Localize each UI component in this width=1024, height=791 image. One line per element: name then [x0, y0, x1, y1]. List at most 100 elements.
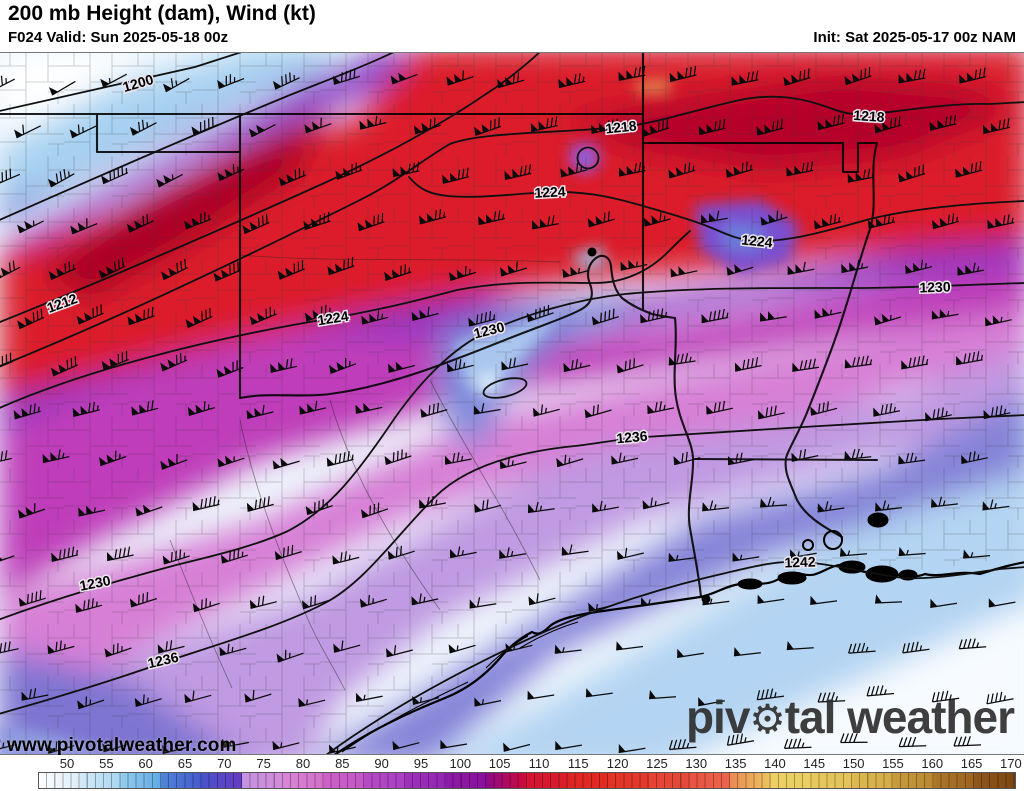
wind-barb	[244, 689, 272, 703]
colorbar: 50 55 60 65 70 75 80 85 90 95 100 105 110 115 120 125 13…	[0, 755, 1024, 791]
wind-barb	[925, 407, 952, 422]
contour-label: 1236	[616, 428, 649, 447]
wind-barb	[618, 65, 646, 81]
wind-barb	[359, 115, 387, 130]
wind-barb	[982, 499, 1010, 511]
wind-barb	[757, 594, 785, 604]
wind-barb	[783, 68, 811, 86]
wind-barb	[786, 640, 814, 651]
wind-barb	[106, 546, 134, 562]
wind-barb	[757, 405, 785, 420]
wind-barb	[99, 450, 127, 467]
colorbar-cell	[201, 773, 243, 788]
wind-barb	[611, 452, 639, 465]
wind-barb	[70, 218, 98, 235]
wind-barb	[932, 213, 960, 230]
colorbar-tick: 50	[59, 756, 75, 771]
wind-barb	[468, 311, 496, 327]
wind-barb	[184, 690, 212, 704]
wind-barb	[419, 496, 446, 509]
wind-barb	[698, 697, 725, 707]
contour-label: 1230	[919, 278, 951, 295]
wind-barb	[17, 308, 45, 330]
wind-barb	[732, 552, 760, 562]
colorbar-tick: 80	[295, 756, 311, 771]
wind-barb	[499, 547, 527, 559]
wind-barb	[731, 70, 759, 86]
wind-barb	[101, 165, 129, 185]
wind-barb	[591, 118, 619, 134]
contour-label: 1224	[741, 231, 774, 250]
wind-barb	[505, 643, 533, 653]
contour-label: 1218	[853, 107, 885, 125]
wind-barb	[562, 266, 590, 278]
wind-barb	[301, 595, 329, 610]
wind-barb	[75, 598, 103, 613]
wind-barb	[129, 592, 157, 608]
wind-barb	[384, 264, 412, 281]
wind-barb	[734, 357, 762, 372]
wind-barb	[585, 688, 613, 698]
wind-barb	[51, 546, 79, 562]
wind-barb	[160, 453, 188, 470]
wind-barb	[270, 358, 298, 373]
wind-barb	[588, 602, 616, 612]
wind-barb	[649, 689, 677, 700]
wind-barb	[618, 162, 646, 177]
wind-barb	[474, 697, 502, 707]
wind-barb	[503, 742, 531, 752]
colorbar-cell	[39, 773, 80, 788]
colorbar-cell	[79, 773, 121, 788]
wind-barb	[668, 352, 696, 366]
wind-barb	[706, 400, 734, 415]
logo-text-2: tal weather	[784, 691, 1015, 743]
wind-barb	[216, 360, 244, 378]
wind-barb	[473, 403, 501, 415]
wind-barb	[556, 454, 584, 468]
wind-barb	[526, 304, 554, 322]
colorbar-cell	[852, 773, 893, 788]
wind-barb	[668, 552, 696, 562]
colorbar-cell	[893, 773, 934, 788]
wind-barb	[304, 304, 333, 322]
wind-barb	[42, 449, 70, 464]
wind-barb	[616, 358, 644, 374]
colorbar-tick: 170	[1000, 756, 1022, 771]
wind-barb	[217, 164, 245, 182]
wind-barb	[789, 549, 817, 559]
wind-barb	[76, 304, 104, 325]
wind-barb	[185, 307, 213, 329]
wind-barb	[213, 261, 241, 282]
wind-barb	[528, 593, 556, 606]
wind-barb	[392, 740, 420, 751]
wind-barb	[411, 306, 439, 322]
wind-barb	[733, 647, 761, 657]
wind-barb	[873, 403, 901, 417]
wind-barb	[984, 315, 1012, 327]
wind-barb	[69, 124, 97, 139]
wind-barb	[958, 638, 987, 650]
wind-barb	[504, 164, 532, 181]
wind-barb	[841, 259, 869, 274]
wind-barb	[810, 401, 838, 416]
wind-barb	[931, 690, 960, 703]
height-contours	[0, 53, 1024, 754]
wind-barb	[469, 597, 497, 609]
wind-barb	[957, 262, 985, 276]
wind-barb	[756, 688, 785, 701]
wind-barb	[50, 356, 78, 377]
wind-barb	[961, 451, 988, 465]
wind-barb	[760, 210, 788, 226]
wind-barb	[272, 457, 300, 470]
wind-barb	[847, 167, 875, 183]
wind-barb	[131, 400, 159, 416]
wind-barb	[677, 648, 704, 658]
colorbar-cell	[933, 773, 975, 788]
wind-barb	[898, 546, 926, 557]
init-time-label: Init: Sat 2025-05-17 00z NAM	[813, 29, 1016, 46]
wind-barb	[361, 502, 389, 519]
wind-barb	[759, 311, 787, 322]
colorbar-tick: 110	[528, 756, 550, 771]
wind-barb	[0, 553, 15, 566]
wind-barb	[931, 308, 959, 320]
